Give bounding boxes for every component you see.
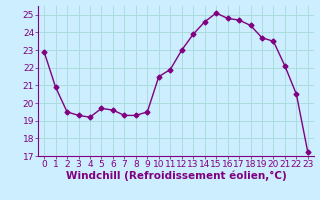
X-axis label: Windchill (Refroidissement éolien,°C): Windchill (Refroidissement éolien,°C): [66, 171, 286, 181]
